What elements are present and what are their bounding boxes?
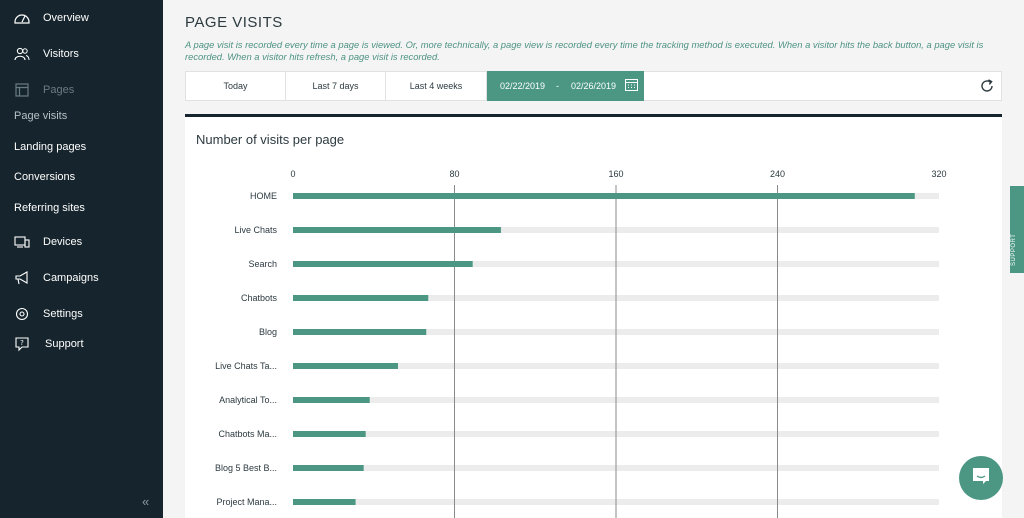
x-tick-label: 320 [931,169,946,179]
y-category-label: Blog [259,327,277,337]
support-tab-label: SUPPORT [1011,233,1017,266]
dashboard-icon [14,10,30,26]
sidebar-item-pages[interactable]: Pages [0,77,163,103]
support-tab[interactable]: SUPPORT [1010,186,1024,273]
sidebar-item-visitors[interactable]: Visitors [0,41,163,67]
sidebar-item-label: Visitors [43,48,79,60]
bar [293,193,915,199]
chat-button[interactable] [959,456,1003,500]
y-category-label: Search [248,259,277,269]
sidebar-item-campaigns[interactable]: Campaigns [0,265,163,291]
page-description: A page visit is recorded every time a pa… [185,39,984,62]
sidebar-item-support[interactable]: ? Support [0,331,163,357]
chart-card: Number of visits per page 0 80 160 240 320 HO… [185,114,1002,518]
last-4-weeks-button[interactable]: Last 4 weeks [386,72,487,100]
y-category-label: Chatbots [241,293,278,303]
date-from[interactable]: 02/22/2019 [500,81,546,91]
bar [293,465,364,471]
chat-icon [970,465,992,492]
bar [293,363,398,369]
users-icon [14,46,30,62]
x-tick-label: 0 [290,169,295,179]
chart-title: Number of visits per page [196,132,345,147]
sidebar: Overview Visitors Pages Page visits Land… [0,0,163,518]
megaphone-icon [14,270,30,286]
calendar-icon[interactable] [625,78,638,93]
sidebar-item-label: Referring sites [14,202,85,214]
pages-icon [14,82,30,98]
bar [293,329,427,335]
bar [293,227,501,233]
bar [293,295,429,301]
sidebar-item-page-visits[interactable]: Page visits [0,103,163,129]
sidebar-item-referring-sites[interactable]: Referring sites [0,195,163,221]
date-separator: - [556,81,559,91]
sidebar-item-label: Overview [43,12,89,24]
bar [293,397,370,403]
devices-icon [14,234,30,250]
sidebar-item-settings[interactable]: Settings [0,301,163,327]
y-category-label: Live Chats [234,225,277,235]
svg-text:?: ? [20,339,24,347]
bar [293,499,356,505]
date-range-picker[interactable]: 02/22/2019 - 02/26/2019 [487,71,644,101]
sidebar-item-label: Settings [43,308,83,320]
collapse-sidebar-button[interactable]: « [142,494,150,509]
gear-icon [14,306,30,322]
refresh-icon[interactable] [979,78,995,94]
main-content: PAGE VISITS A page visit is recorded eve… [163,0,1024,518]
sidebar-item-landing-pages[interactable]: Landing pages [0,134,163,160]
x-tick-label: 80 [449,169,459,179]
sidebar-item-devices[interactable]: Devices [0,229,163,255]
bar [293,431,366,437]
bar-chart: 0 80 160 240 320 HOME Live Chats Search Chatbots… [215,169,947,518]
last-7-days-button[interactable]: Last 7 days [286,72,386,100]
page-title: PAGE VISITS [185,14,283,31]
today-button[interactable]: Today [186,72,286,100]
y-category-label: Analytical To... [219,395,277,405]
y-category-label: Live Chats Ta... [215,361,277,371]
y-category-label: Chatbots Ma... [218,429,277,439]
sidebar-item-label: Conversions [14,171,76,183]
sidebar-item-label: Devices [43,236,83,248]
y-category-label: HOME [250,191,277,201]
x-tick-label: 160 [608,169,623,179]
help-icon: ? [14,336,30,352]
date-to[interactable]: 02/26/2019 [571,81,617,91]
y-category-label: Blog 5 Best B... [215,463,277,473]
y-category-label: Project Mana... [216,497,277,507]
sidebar-item-label: Pages [43,84,75,96]
date-toolbar: Today Last 7 days Last 4 weeks 02/22/201… [185,71,1002,101]
sidebar-item-label: Landing pages [14,141,87,153]
bar [293,261,473,267]
sidebar-item-label: Campaigns [43,272,99,284]
sidebar-item-conversions[interactable]: Conversions [0,164,163,190]
x-tick-label: 240 [770,169,785,179]
sidebar-item-overview[interactable]: Overview [0,5,163,31]
sidebar-item-label: Support [45,338,84,350]
sidebar-item-label: Page visits [14,110,68,122]
